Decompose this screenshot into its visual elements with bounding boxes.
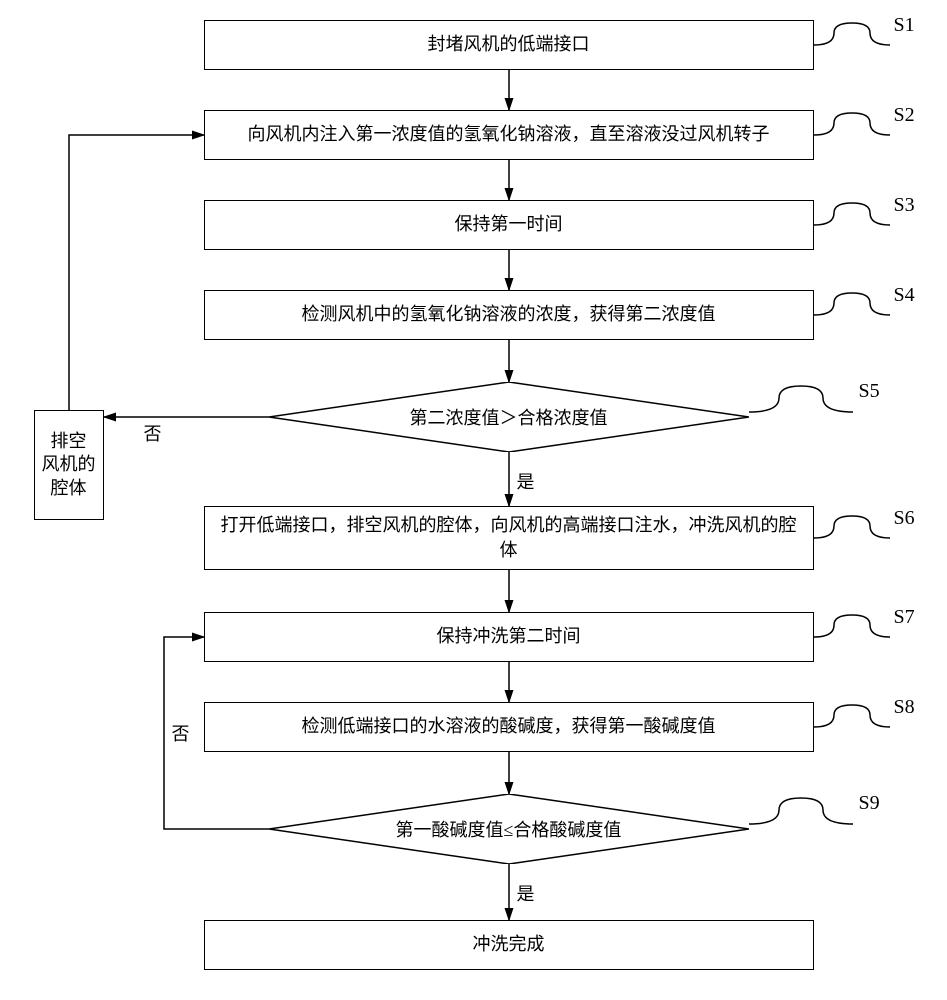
label-s6: S6 (894, 507, 915, 530)
label-s5: S5 (859, 380, 880, 403)
s9-yes: 是 (517, 880, 535, 906)
side-action-text: 排空 风机的 腔体 (42, 430, 96, 500)
step-s3: 保持第一时间 (204, 200, 814, 250)
label-s3: S3 (894, 194, 915, 217)
step-s2-text: 向风机内注入第一浓度值的氢氧化钠溶液，直至溶液没过风机转子 (248, 122, 770, 147)
label-s9: S9 (859, 792, 880, 815)
step-s1: 封堵风机的低端接口 (204, 20, 814, 70)
step-end: 冲洗完成 (204, 920, 814, 970)
step-s9: 第一酸碱度值≤合格酸碱度值 (269, 794, 749, 864)
step-s6: 打开低端接口，排空风机的腔体，向风机的高端接口注水，冲洗风机的腔体 (204, 506, 814, 570)
step-s7-text: 保持冲洗第二时间 (437, 624, 581, 649)
step-s1-text: 封堵风机的低端接口 (428, 32, 590, 57)
side-action: 排空 风机的 腔体 (34, 410, 104, 520)
step-s2: 向风机内注入第一浓度值的氢氧化钠溶液，直至溶液没过风机转子 (204, 110, 814, 160)
label-s1: S1 (894, 14, 915, 37)
step-s5-text: 第二浓度值＞合格浓度值 (410, 404, 608, 430)
step-s5: 第二浓度值＞合格浓度值 (269, 382, 749, 452)
step-s4-text: 检测风机中的氢氧化钠溶液的浓度，获得第二浓度值 (302, 302, 716, 327)
s9-no: 否 (172, 720, 190, 746)
label-s7: S7 (894, 606, 915, 629)
step-s6-text: 打开低端接口，排空风机的腔体，向风机的高端接口注水，冲洗风机的腔体 (215, 513, 803, 563)
label-s2: S2 (894, 104, 915, 127)
step-s4: 检测风机中的氢氧化钠溶液的浓度，获得第二浓度值 (204, 290, 814, 340)
step-s8-text: 检测低端接口的水溶液的酸碱度，获得第一酸碱度值 (302, 714, 716, 739)
step-s9-text: 第一酸碱度值≤合格酸碱度值 (396, 816, 622, 842)
s5-yes: 是 (517, 468, 535, 494)
step-s7: 保持冲洗第二时间 (204, 612, 814, 662)
flowchart: 封堵风机的低端接口 向风机内注入第一浓度值的氢氧化钠溶液，直至溶液没过风机转子 … (14, 20, 934, 980)
s5-no: 否 (144, 420, 162, 446)
step-s8: 检测低端接口的水溶液的酸碱度，获得第一酸碱度值 (204, 702, 814, 752)
label-s8: S8 (894, 696, 915, 719)
label-s4: S4 (894, 284, 915, 307)
step-s3-text: 保持第一时间 (455, 212, 563, 237)
step-end-text: 冲洗完成 (473, 932, 545, 957)
